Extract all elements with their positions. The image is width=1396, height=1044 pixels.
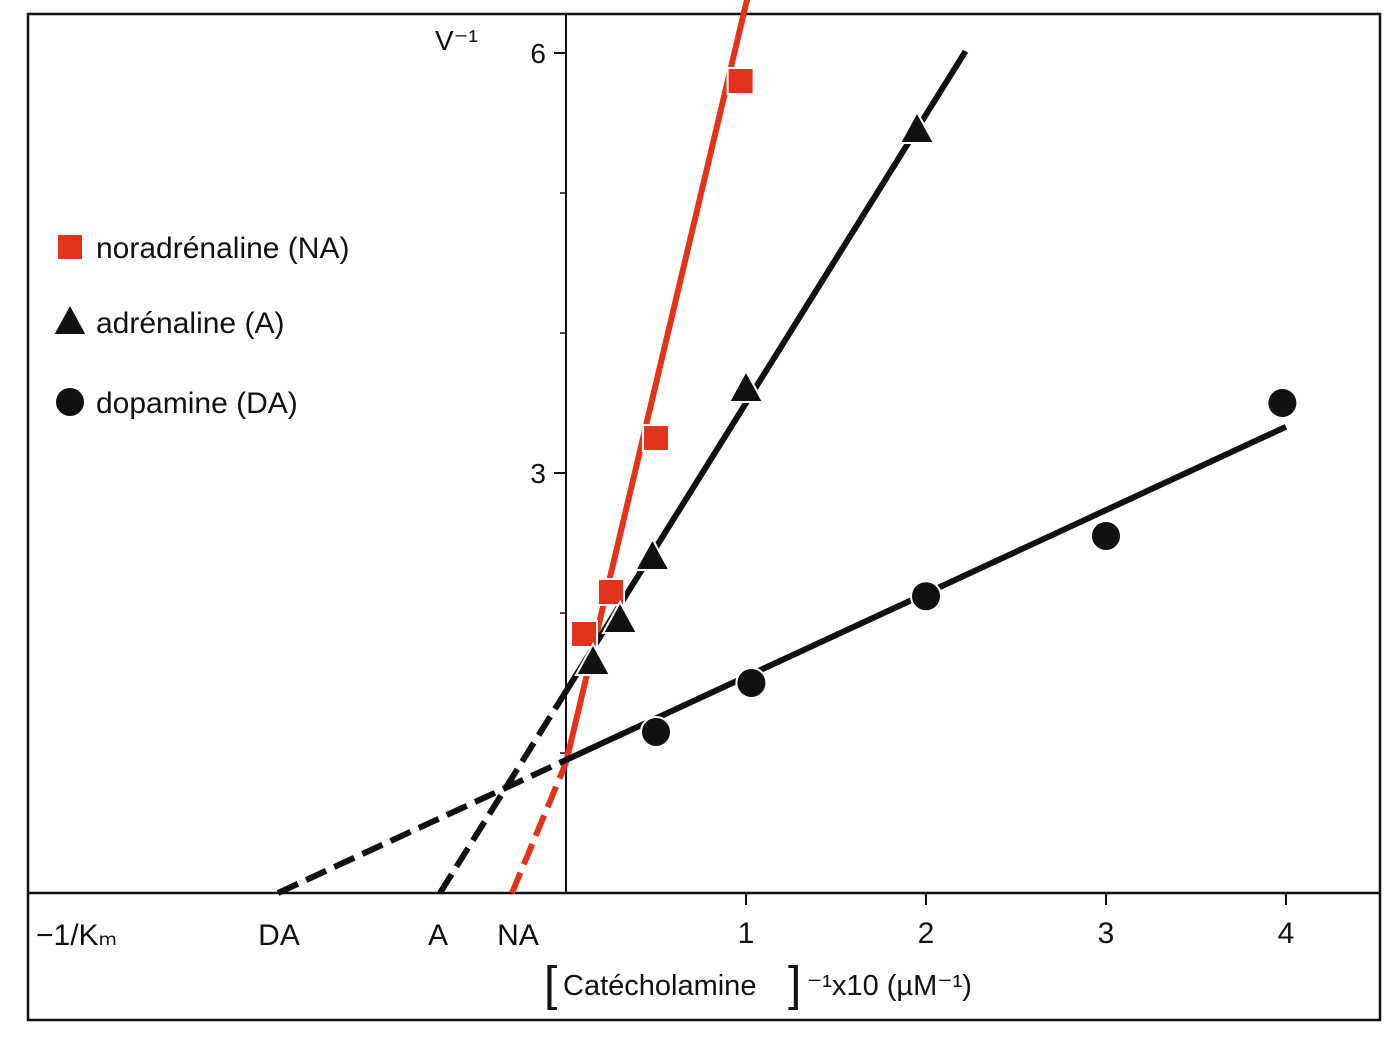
data-point-a-2 — [633, 536, 672, 571]
x-tick-label-0: 1 — [738, 917, 755, 950]
data-point-a-3 — [727, 368, 765, 403]
fit-line-extrapolated-na — [509, 761, 569, 895]
data-point-da-0 — [640, 716, 672, 748]
data-point-a-1 — [601, 599, 639, 634]
fit-line-extrapolated-da — [276, 757, 568, 896]
x-tick-label-3: 4 — [1278, 917, 1295, 950]
km-axis-label: −1/Kₘ — [36, 919, 117, 952]
legend-label-na: noradrénaline (NA) — [96, 232, 349, 265]
x-axis-title: [ Catécholamine ] ⁻¹x10 (µM⁻¹) — [544, 958, 972, 1011]
fit-line-extrapolated-a — [437, 689, 569, 895]
y-tick-label-0: 3 — [530, 458, 546, 489]
km-label-da: DA — [258, 919, 300, 952]
legend-marker-a — [51, 301, 89, 336]
chart-frame — [26, 12, 1382, 1022]
x-axis-title-bracket-left: [ — [544, 958, 557, 1011]
legend-marker-na — [56, 233, 84, 261]
x-axis-title-suffix: ⁻¹x10 (µM⁻¹) — [807, 970, 972, 1002]
data-point-da-1 — [735, 667, 768, 699]
data-point-da-4 — [1266, 387, 1299, 419]
legend-label-a: adrénaline (A) — [96, 307, 284, 340]
fit-line-a — [563, 49, 969, 693]
chart-marks: 3 6 1 2 3 4 DA A NA noradrénaline (NA) adrénaline … — [51, 0, 1299, 952]
y-tick-label-1: 6 — [530, 38, 546, 69]
x-tick-label-2: 3 — [1098, 917, 1115, 950]
legend-marker-da — [54, 386, 86, 418]
legend-label-da: dopamine (DA) — [96, 387, 298, 420]
x-tick-label-1: 2 — [918, 917, 935, 950]
data-point-da-3 — [1090, 520, 1122, 552]
data-point-na-0 — [570, 620, 598, 648]
data-point-a-4 — [898, 109, 936, 144]
x-axis-title-bracket-right: ] — [788, 958, 801, 1011]
data-point-da-2 — [910, 580, 942, 613]
x-axis-title-main: Catécholamine — [563, 970, 756, 1002]
data-point-na-2 — [642, 424, 670, 452]
km-label-na: NA — [497, 919, 539, 952]
y-axis-label: V⁻¹ — [435, 25, 478, 56]
data-point-a-0 — [574, 641, 612, 676]
km-label-a: A — [428, 919, 448, 952]
data-point-na-3 — [726, 67, 755, 95]
fit-line-na — [563, 0, 751, 764]
